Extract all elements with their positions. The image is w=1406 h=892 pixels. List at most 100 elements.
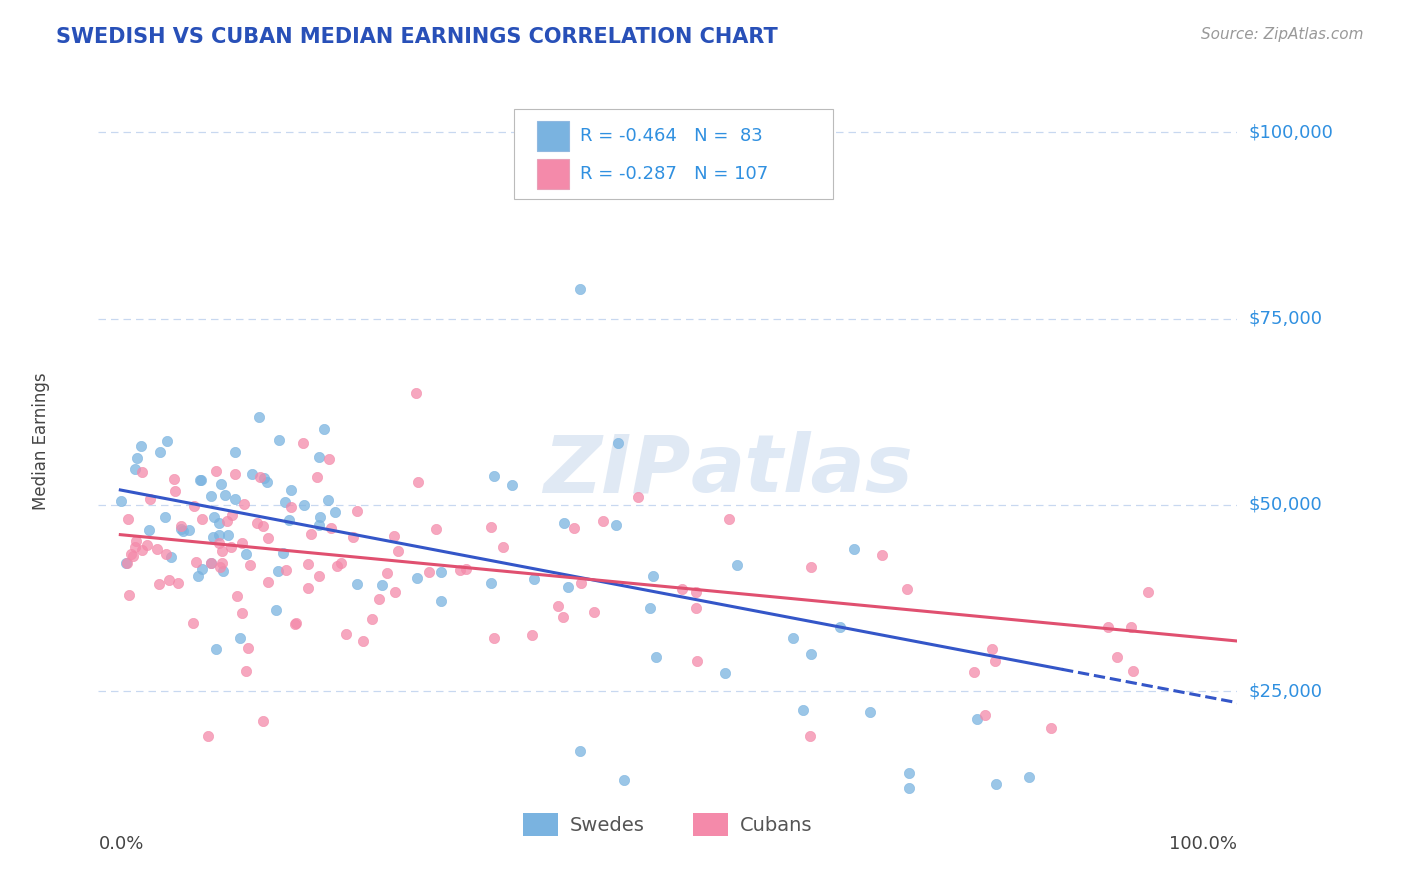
Point xyxy=(966,712,988,726)
Point xyxy=(209,560,232,574)
Point xyxy=(167,576,190,591)
Text: R = -0.287   N = 107: R = -0.287 N = 107 xyxy=(581,165,769,183)
Point xyxy=(569,282,592,296)
Point xyxy=(308,568,330,582)
Point xyxy=(360,611,382,625)
Point xyxy=(217,527,239,541)
Point xyxy=(221,508,243,522)
Point xyxy=(897,780,920,795)
Point xyxy=(613,773,636,788)
Point xyxy=(963,665,986,680)
Point xyxy=(256,574,278,589)
Point xyxy=(335,627,357,641)
Point xyxy=(299,527,322,541)
Point xyxy=(418,565,440,579)
Point xyxy=(425,523,447,537)
Point xyxy=(208,516,231,530)
Point xyxy=(1097,620,1119,634)
Point xyxy=(231,607,253,621)
Point xyxy=(685,601,707,615)
Point xyxy=(157,573,180,587)
Point xyxy=(200,556,222,570)
Point xyxy=(799,560,821,574)
Point xyxy=(184,555,207,569)
Point xyxy=(224,444,246,458)
Point xyxy=(1122,665,1144,679)
Point xyxy=(124,541,146,555)
Point xyxy=(382,529,405,543)
Point xyxy=(153,509,176,524)
Point xyxy=(285,615,308,630)
Point xyxy=(256,532,278,546)
Point xyxy=(557,581,579,595)
Point xyxy=(714,665,737,680)
Point xyxy=(229,631,252,645)
Point xyxy=(235,664,257,678)
Text: ZIP: ZIP xyxy=(543,432,690,509)
Point xyxy=(405,386,427,401)
Point xyxy=(267,434,290,448)
Point xyxy=(117,512,139,526)
Point xyxy=(308,450,330,464)
Point xyxy=(273,494,295,508)
Point xyxy=(191,512,214,526)
Point xyxy=(792,703,814,717)
Point xyxy=(456,562,478,576)
Point xyxy=(247,409,270,424)
Point xyxy=(844,542,866,557)
Point xyxy=(138,524,160,538)
Point xyxy=(124,462,146,476)
Point xyxy=(569,576,592,591)
Point xyxy=(122,549,145,563)
Text: 100.0%: 100.0% xyxy=(1170,835,1237,854)
Point xyxy=(782,631,804,645)
Point xyxy=(430,594,453,608)
Point xyxy=(214,488,236,502)
Point xyxy=(114,557,136,571)
FancyBboxPatch shape xyxy=(537,120,569,151)
Point xyxy=(481,576,503,591)
Point xyxy=(342,530,364,544)
Point xyxy=(253,471,276,485)
Point xyxy=(277,513,299,527)
Point xyxy=(197,729,219,743)
Point xyxy=(484,469,506,483)
Point xyxy=(125,450,148,465)
Point xyxy=(149,445,172,459)
Text: Source: ZipAtlas.com: Source: ZipAtlas.com xyxy=(1201,27,1364,42)
Point xyxy=(264,602,287,616)
Text: Median Earnings: Median Earnings xyxy=(32,373,51,510)
Point xyxy=(224,467,246,481)
Point xyxy=(219,540,242,554)
Point xyxy=(375,566,398,580)
Point xyxy=(217,515,239,529)
Point xyxy=(129,438,152,452)
Point xyxy=(110,494,132,508)
Point xyxy=(314,422,336,436)
Point xyxy=(346,576,368,591)
Point xyxy=(671,582,693,597)
Point xyxy=(318,493,340,508)
Point xyxy=(491,541,513,555)
Point xyxy=(974,708,997,723)
Point xyxy=(830,620,852,634)
Point xyxy=(330,556,353,570)
Point xyxy=(225,590,247,604)
Point xyxy=(118,588,141,602)
Point xyxy=(515,185,537,199)
Point xyxy=(183,499,205,513)
Point xyxy=(236,640,259,655)
Point xyxy=(479,520,502,534)
Point xyxy=(190,474,212,488)
Point xyxy=(1119,620,1142,634)
Point xyxy=(169,518,191,533)
Point xyxy=(387,543,409,558)
Point xyxy=(501,477,523,491)
Point xyxy=(190,473,212,487)
Point xyxy=(318,451,340,466)
Point xyxy=(523,572,546,586)
Point xyxy=(321,521,343,535)
Point xyxy=(627,490,650,504)
Point xyxy=(522,628,544,642)
Point xyxy=(896,582,918,596)
